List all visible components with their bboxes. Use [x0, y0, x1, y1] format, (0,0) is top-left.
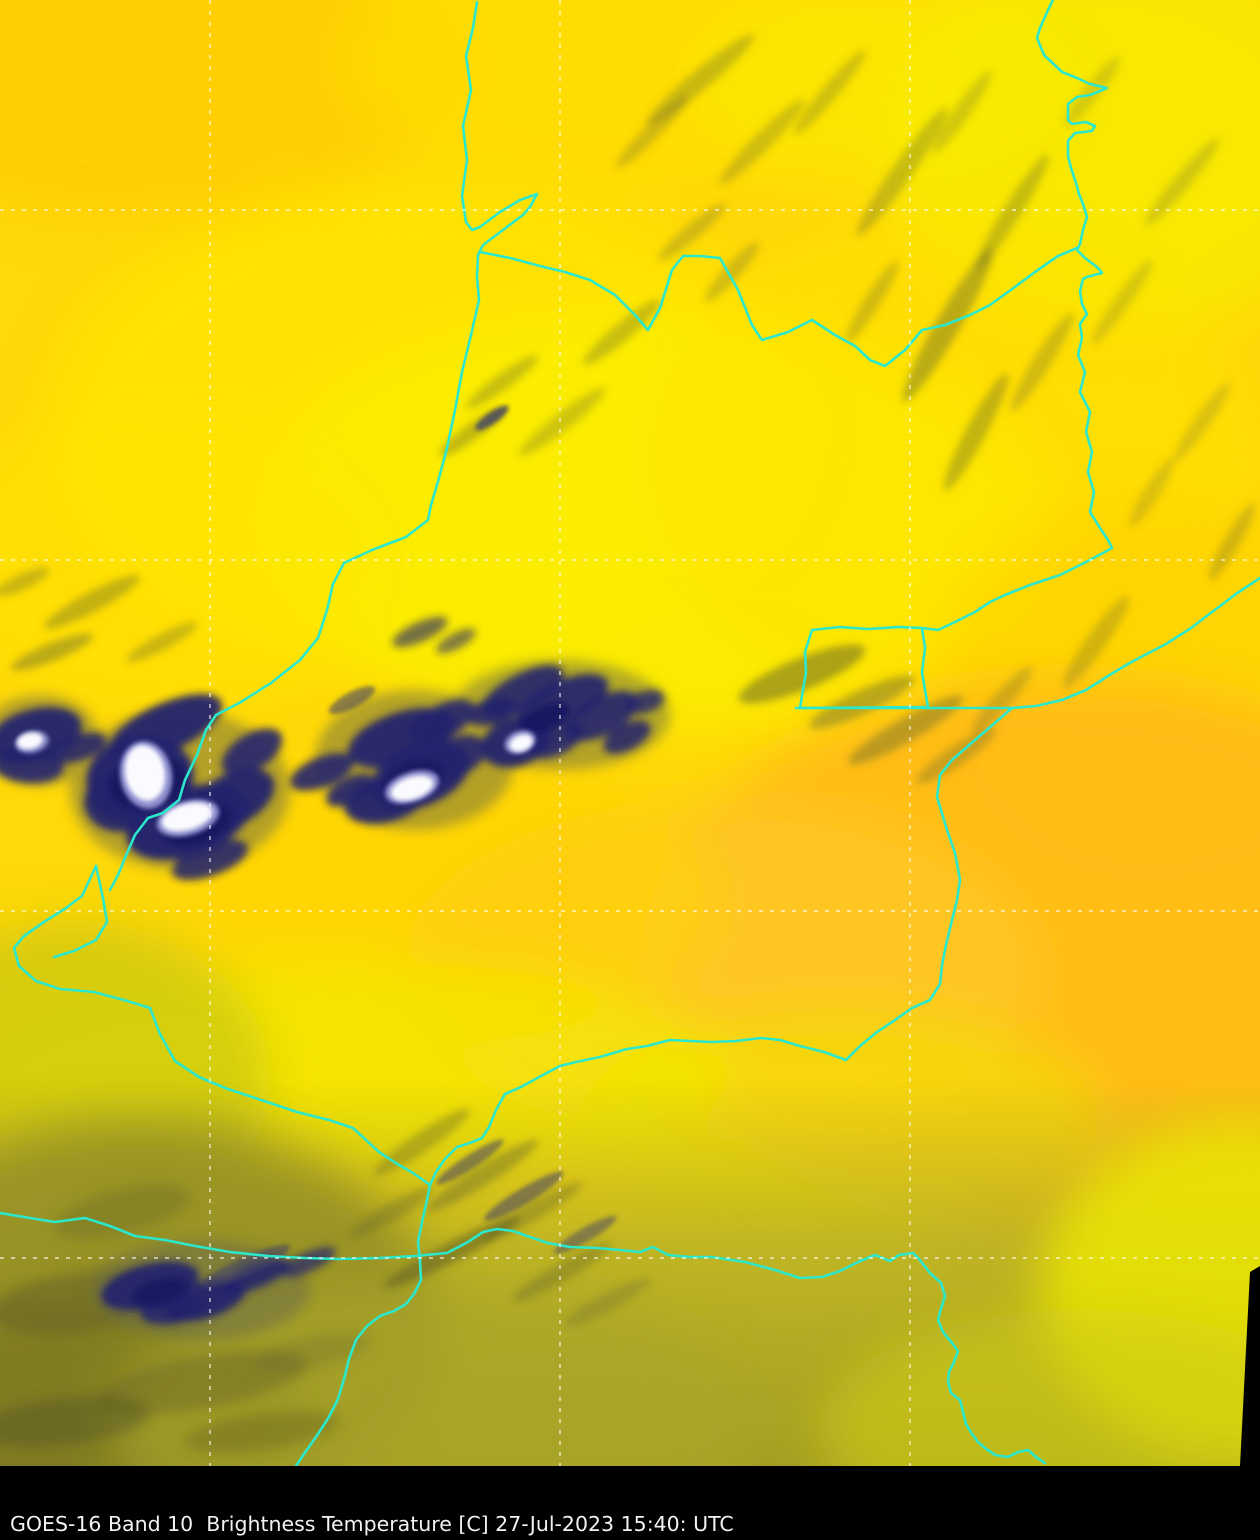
- claw-spur: [52, 864, 109, 959]
- claw-outline: [12, 864, 152, 1010]
- southeast-border: [1010, 576, 1260, 710]
- state-box: [798, 625, 930, 710]
- east-west-border: [478, 246, 1079, 368]
- northwest-diagonal: [148, 1006, 432, 1187]
- boundary-lines: [0, 0, 1260, 1466]
- north-south-border: [920, 0, 1114, 632]
- graticule-lines: [0, 0, 1260, 1466]
- thin-cloud-streaks: [0, 34, 1256, 1326]
- brightness-temperature-image: [0, 0, 1260, 1466]
- cold-streaks: [201, 405, 617, 1288]
- cloud-white-cores: [17, 732, 533, 832]
- scan-edge-cut: [1240, 1266, 1260, 1466]
- image-caption: GOES-16 Band 10 Brightness Temperature […: [10, 1511, 734, 1536]
- caption-bar: GOES-16 Band 10 Brightness Temperature […: [0, 1466, 1260, 1540]
- box-to-south-border: [428, 706, 1014, 1187]
- south-river: [294, 1183, 432, 1466]
- north-river-with-hairpin: [108, 0, 539, 892]
- satellite-map: [0, 0, 1260, 1466]
